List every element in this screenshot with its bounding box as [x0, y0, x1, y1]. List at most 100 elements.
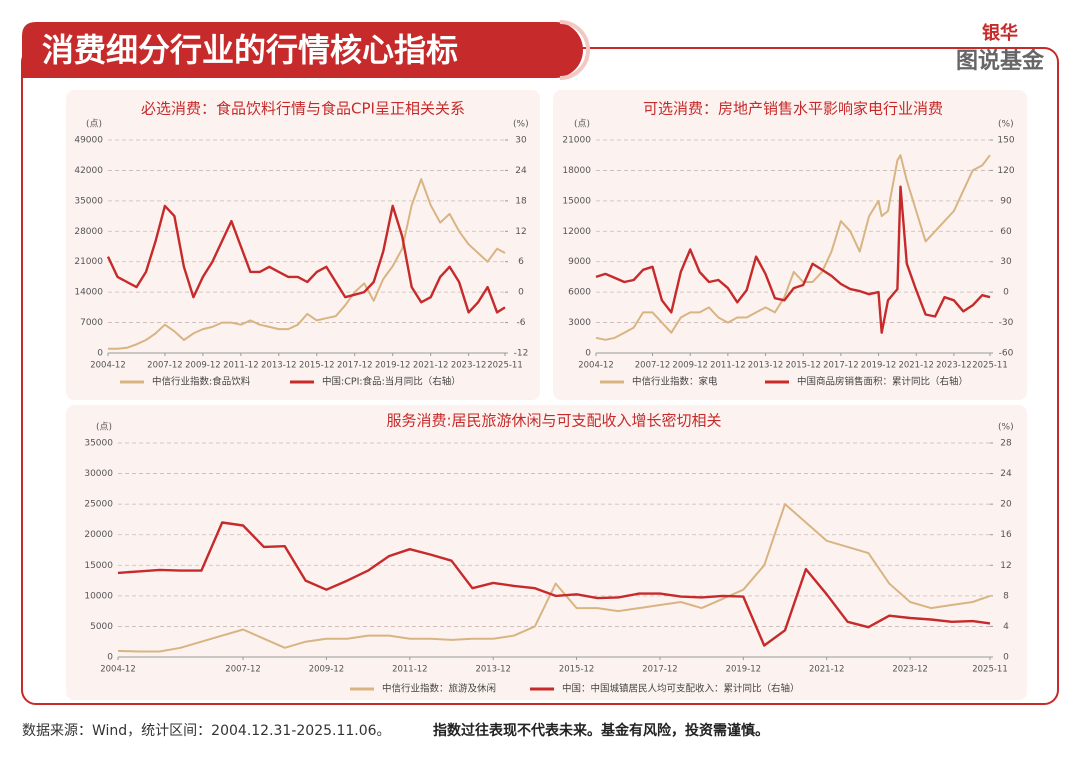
x-tick-label: 2025-11: [972, 361, 1008, 371]
y-tick-label: 9000: [568, 257, 591, 267]
legend-label: 中信行业指数：旅游及休闲: [382, 683, 496, 695]
chart-title: 服务消费:居民旅游休闲与可支配收入增长密切相关: [386, 412, 721, 430]
x-tick-label: 2013-12: [748, 361, 784, 371]
x-tick-label: 2011-12: [223, 361, 259, 371]
y-tick-label: 6000: [568, 288, 591, 298]
y2-axis-label: (%): [998, 423, 1014, 433]
panel: [553, 90, 1027, 400]
y2-tick-label: 0: [518, 288, 524, 298]
y-axis-label: (点): [96, 422, 112, 433]
series-line: [595, 154, 991, 341]
y2-tick-label: -30: [999, 318, 1014, 328]
y-tick-label: 12000: [562, 227, 591, 237]
x-tick-label: 2015-12: [559, 665, 595, 675]
x-tick-label: 2017-12: [823, 361, 859, 371]
x-tick-label: 2019-12: [861, 361, 897, 371]
x-tick-label: 2021-12: [413, 361, 449, 371]
x-tick-label: 2009-12: [185, 361, 221, 371]
y-tick-label: 49000: [74, 136, 103, 146]
x-tick-label: 2013-12: [475, 665, 511, 675]
y-tick-label: 0: [97, 349, 103, 359]
legend-label: 中国:CPI:食品:当月同比（右轴）: [322, 376, 461, 388]
y-tick-label: 15000: [562, 196, 591, 206]
banner-accent: [559, 20, 590, 80]
y-tick-label: 35000: [74, 196, 103, 206]
y-tick-label: 3000: [568, 318, 591, 328]
legend-label: 中信行业指数：家电: [632, 376, 718, 388]
panel: [66, 90, 540, 400]
y2-axis-label: (%): [513, 120, 529, 130]
y-tick-label: 18000: [562, 166, 591, 176]
y2-tick-label: 20: [1000, 500, 1012, 510]
y-tick-label: 25000: [84, 500, 113, 510]
footer-source: 数据来源：Wind，统计区间：2004.12.31-2025.11.06。: [22, 723, 391, 739]
x-tick-label: 2009-12: [309, 665, 345, 675]
x-tick-label: 2023-12: [892, 665, 928, 675]
y-tick-label: 28000: [74, 227, 103, 237]
x-tick-label: 2015-12: [785, 361, 821, 371]
x-tick-label: 2015-12: [299, 361, 335, 371]
x-tick-label: 2011-12: [710, 361, 746, 371]
x-tick-label: 2025-11: [972, 665, 1008, 675]
y2-tick-label: 4: [1003, 622, 1009, 632]
series-line: [108, 178, 506, 350]
x-tick-label: 2017-12: [337, 361, 373, 371]
title-banner: [22, 22, 583, 78]
x-tick-label: 2025-11: [487, 361, 523, 371]
y-axis-label: (点): [86, 119, 102, 130]
y-tick-label: 21000: [74, 257, 103, 267]
legend-label: 中国商品房销售面积：累计同比（右轴）: [797, 376, 968, 388]
chart-title: 可选消费：房地产销售水平影响家电行业消费: [643, 100, 943, 118]
series-line: [106, 204, 506, 314]
y2-tick-label: -60: [999, 349, 1014, 359]
y-tick-label: 35000: [84, 439, 113, 449]
x-tick-label: 2023-12: [936, 361, 972, 371]
y2-tick-label: 150: [997, 136, 1014, 146]
y2-tick-label: 24: [515, 166, 527, 176]
logo-top: 银华: [982, 22, 1018, 44]
y-tick-label: 42000: [74, 166, 103, 176]
y-tick-label: 14000: [74, 288, 103, 298]
x-tick-label: 2004-12: [578, 361, 614, 371]
chart-title: 必选消费：食品饮料行情与食品CPI呈正相关关系: [141, 100, 465, 118]
x-tick-label: 2023-12: [451, 361, 487, 371]
footer-disclaimer: 指数过往表现不代表未来。基金有风险，投资需谨慎。: [433, 722, 769, 739]
legend-label: 中国：中国城镇居民人均可支配收入：累计同比（右轴）: [562, 683, 800, 695]
legend-label: 中信行业指数:食品饮料: [152, 376, 251, 388]
y-tick-label: 20000: [84, 530, 113, 540]
y2-tick-label: 30: [515, 136, 527, 146]
y-tick-label: 10000: [84, 591, 113, 601]
y-tick-label: 15000: [84, 561, 113, 571]
y-tick-label: 5000: [90, 622, 113, 632]
x-tick-label: 2019-12: [726, 665, 762, 675]
y2-axis-label: (%): [998, 120, 1014, 130]
y-tick-label: 0: [107, 653, 113, 663]
y2-tick-label: 12: [1000, 561, 1011, 571]
y2-tick-label: 30: [1000, 257, 1012, 267]
series-line: [117, 503, 991, 653]
y2-tick-label: 6: [518, 257, 524, 267]
y2-tick-label: 90: [1000, 196, 1012, 206]
y-tick-label: 30000: [84, 469, 113, 479]
y2-tick-label: 60: [1000, 227, 1012, 237]
y2-tick-label: -6: [517, 318, 526, 328]
y2-tick-label: 0: [1003, 653, 1009, 663]
series-line: [595, 185, 991, 334]
y2-tick-label: 12: [515, 227, 526, 237]
x-tick-label: 2004-12: [90, 361, 126, 371]
y2-tick-label: 0: [1003, 288, 1009, 298]
x-tick-label: 2009-12: [672, 361, 708, 371]
y2-tick-label: 8: [1003, 591, 1009, 601]
x-tick-label: 2004-12: [100, 665, 136, 675]
y2-tick-label: 16: [1000, 530, 1012, 540]
y-tick-label: 0: [585, 349, 591, 359]
x-tick-label: 2019-12: [375, 361, 411, 371]
logo-bottom: 图说基金: [956, 48, 1045, 74]
x-tick-label: 2021-12: [809, 665, 845, 675]
x-tick-label: 2007-12: [147, 361, 183, 371]
x-tick-label: 2017-12: [642, 665, 678, 675]
x-tick-label: 2007-12: [225, 665, 261, 675]
series-line: [117, 521, 991, 647]
y2-tick-label: 18: [515, 196, 527, 206]
